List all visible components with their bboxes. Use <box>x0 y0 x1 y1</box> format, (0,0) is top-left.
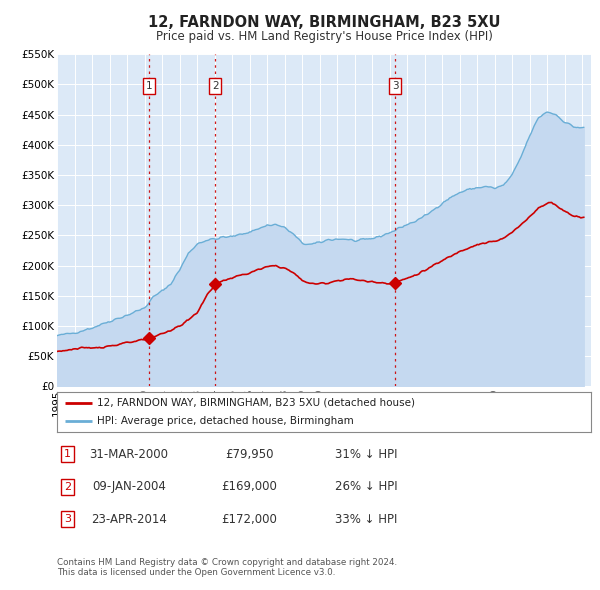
Text: £172,000: £172,000 <box>221 513 277 526</box>
Text: 12, FARNDON WAY, BIRMINGHAM, B23 5XU: 12, FARNDON WAY, BIRMINGHAM, B23 5XU <box>148 15 500 30</box>
Text: 33% ↓ HPI: 33% ↓ HPI <box>335 513 397 526</box>
Text: 31-MAR-2000: 31-MAR-2000 <box>89 448 169 461</box>
Text: 1: 1 <box>146 81 152 91</box>
Text: 2: 2 <box>64 482 71 491</box>
Text: 31% ↓ HPI: 31% ↓ HPI <box>335 448 397 461</box>
Text: 3: 3 <box>392 81 398 91</box>
Text: Price paid vs. HM Land Registry's House Price Index (HPI): Price paid vs. HM Land Registry's House … <box>155 30 493 43</box>
Text: 26% ↓ HPI: 26% ↓ HPI <box>335 480 397 493</box>
Text: 12, FARNDON WAY, BIRMINGHAM, B23 5XU (detached house): 12, FARNDON WAY, BIRMINGHAM, B23 5XU (de… <box>97 398 415 408</box>
Text: Contains HM Land Registry data © Crown copyright and database right 2024.
This d: Contains HM Land Registry data © Crown c… <box>57 558 397 577</box>
Text: 3: 3 <box>64 514 71 524</box>
Text: £79,950: £79,950 <box>225 448 273 461</box>
Text: 09-JAN-2004: 09-JAN-2004 <box>92 480 166 493</box>
Text: HPI: Average price, detached house, Birmingham: HPI: Average price, detached house, Birm… <box>97 416 354 426</box>
Text: £169,000: £169,000 <box>221 480 277 493</box>
Text: 23-APR-2014: 23-APR-2014 <box>91 513 167 526</box>
Text: 2: 2 <box>212 81 218 91</box>
Text: 1: 1 <box>64 450 71 459</box>
